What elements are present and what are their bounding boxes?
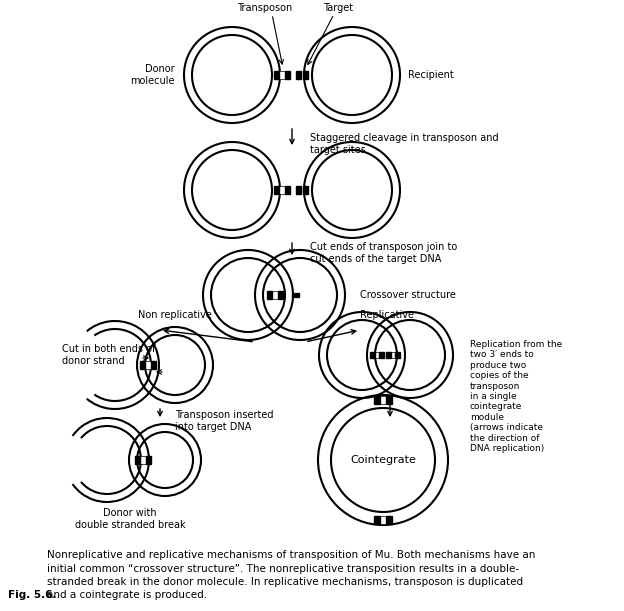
Bar bbox=[291, 293, 295, 297]
Bar bbox=[391, 352, 396, 358]
Bar bbox=[386, 396, 391, 404]
Bar bbox=[135, 456, 140, 464]
Text: Transposon: Transposon bbox=[237, 3, 293, 13]
Text: Crossover structure: Crossover structure bbox=[360, 290, 456, 300]
Bar bbox=[386, 352, 391, 358]
Bar bbox=[379, 352, 384, 358]
Text: Transposon inserted
into target DNA: Transposon inserted into target DNA bbox=[175, 410, 273, 431]
Text: Cut in both ends of
donor strand: Cut in both ends of donor strand bbox=[62, 344, 155, 366]
Bar bbox=[374, 516, 380, 524]
Bar bbox=[380, 516, 386, 524]
Bar bbox=[285, 186, 290, 194]
Text: Cointegrate: Cointegrate bbox=[350, 455, 416, 465]
Bar bbox=[140, 361, 145, 368]
Bar bbox=[296, 293, 298, 297]
Text: Replicative: Replicative bbox=[360, 310, 414, 320]
Text: Non replicative: Non replicative bbox=[138, 310, 212, 320]
Bar bbox=[285, 71, 290, 79]
Bar bbox=[274, 186, 279, 194]
Bar bbox=[374, 396, 380, 404]
Text: Fig. 5.6.: Fig. 5.6. bbox=[8, 590, 56, 600]
Text: Donor
molecule: Donor molecule bbox=[130, 64, 175, 86]
Bar bbox=[380, 396, 386, 404]
Text: Cut ends of transposon join to
cut ends of the target DNA: Cut ends of transposon join to cut ends … bbox=[310, 242, 457, 263]
Bar bbox=[303, 186, 308, 194]
Bar bbox=[279, 71, 285, 79]
Text: Nonreplicative and replicative mechanisms of transposition of Mu. Both mechanism: Nonreplicative and replicative mechanism… bbox=[47, 551, 535, 600]
Bar bbox=[272, 291, 278, 299]
Bar bbox=[386, 516, 391, 524]
Bar bbox=[374, 352, 379, 358]
Bar bbox=[371, 352, 374, 358]
Bar bbox=[278, 291, 283, 299]
Text: Replication from the
two 3′ ends to
produce two
copies of the
transposon
in a si: Replication from the two 3′ ends to prod… bbox=[470, 340, 562, 453]
Bar bbox=[279, 186, 285, 194]
Bar bbox=[140, 456, 146, 464]
Text: Recipient: Recipient bbox=[408, 70, 454, 80]
Bar bbox=[396, 352, 399, 358]
Bar bbox=[268, 291, 272, 299]
Text: Staggered cleavage in transposon and
target sites: Staggered cleavage in transposon and tar… bbox=[310, 133, 499, 155]
Bar bbox=[296, 71, 301, 79]
Bar bbox=[151, 361, 155, 368]
Text: Target: Target bbox=[323, 3, 353, 13]
Bar bbox=[296, 186, 301, 194]
Bar bbox=[303, 71, 308, 79]
Bar bbox=[274, 71, 279, 79]
Bar bbox=[146, 456, 150, 464]
Text: Donor with
double stranded break: Donor with double stranded break bbox=[75, 508, 185, 530]
Bar bbox=[145, 361, 151, 368]
